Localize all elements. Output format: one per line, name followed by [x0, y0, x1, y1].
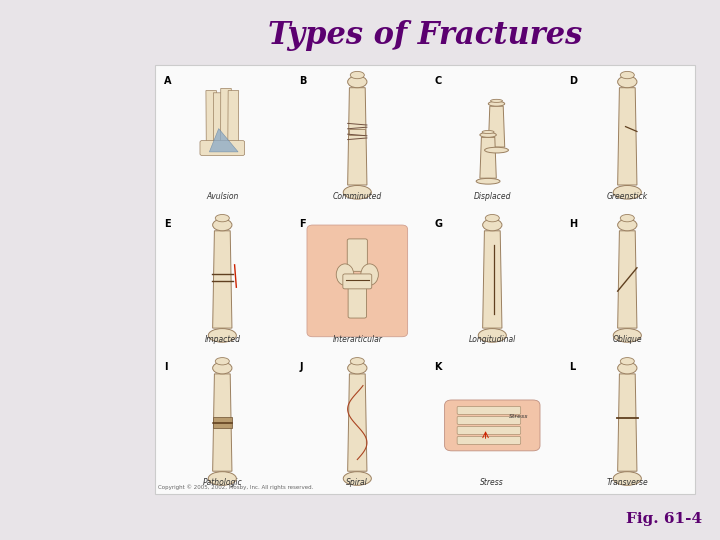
- Polygon shape: [213, 93, 224, 141]
- FancyBboxPatch shape: [155, 65, 695, 494]
- Polygon shape: [618, 231, 637, 328]
- Text: Displaced: Displaced: [474, 192, 511, 201]
- Text: K: K: [434, 362, 442, 373]
- Polygon shape: [212, 374, 232, 471]
- Ellipse shape: [348, 76, 367, 87]
- Ellipse shape: [480, 132, 496, 137]
- Text: J: J: [300, 362, 302, 373]
- Polygon shape: [220, 89, 231, 141]
- Polygon shape: [228, 91, 239, 141]
- Text: C: C: [434, 76, 441, 86]
- Ellipse shape: [621, 71, 634, 79]
- Text: Avulsion: Avulsion: [206, 192, 238, 201]
- Text: L: L: [570, 362, 575, 373]
- Polygon shape: [348, 374, 367, 471]
- Text: F: F: [300, 219, 306, 230]
- Text: Types of Fractures: Types of Fractures: [268, 19, 582, 51]
- Ellipse shape: [215, 357, 229, 365]
- Ellipse shape: [350, 357, 364, 365]
- Polygon shape: [618, 87, 637, 185]
- FancyBboxPatch shape: [457, 436, 521, 444]
- Text: H: H: [570, 219, 577, 230]
- Text: Impacted: Impacted: [204, 335, 240, 344]
- Text: Interarticular: Interarticular: [333, 335, 382, 344]
- Ellipse shape: [348, 362, 367, 374]
- FancyBboxPatch shape: [200, 140, 245, 156]
- Text: A: A: [164, 76, 172, 86]
- Polygon shape: [482, 231, 502, 328]
- Polygon shape: [618, 374, 637, 471]
- Ellipse shape: [343, 186, 372, 199]
- Ellipse shape: [361, 264, 379, 285]
- Ellipse shape: [613, 186, 642, 199]
- Ellipse shape: [482, 219, 502, 231]
- Ellipse shape: [618, 219, 637, 231]
- Polygon shape: [212, 231, 232, 328]
- Ellipse shape: [476, 178, 500, 184]
- Polygon shape: [348, 87, 367, 185]
- Text: Stress: Stress: [508, 414, 528, 420]
- Ellipse shape: [350, 71, 364, 79]
- Ellipse shape: [215, 214, 229, 222]
- Ellipse shape: [618, 76, 637, 87]
- Text: I: I: [164, 362, 168, 373]
- Text: Stress: Stress: [480, 478, 504, 487]
- FancyBboxPatch shape: [347, 239, 367, 271]
- Ellipse shape: [613, 329, 642, 342]
- FancyBboxPatch shape: [212, 417, 232, 428]
- Text: Comminuted: Comminuted: [333, 192, 382, 201]
- Ellipse shape: [618, 362, 637, 374]
- Ellipse shape: [478, 329, 506, 342]
- FancyBboxPatch shape: [307, 225, 408, 337]
- FancyBboxPatch shape: [343, 274, 372, 289]
- Ellipse shape: [208, 329, 236, 342]
- Ellipse shape: [336, 264, 354, 285]
- Text: Greenstick: Greenstick: [607, 192, 648, 201]
- Ellipse shape: [621, 357, 634, 365]
- Ellipse shape: [613, 472, 642, 485]
- Ellipse shape: [212, 362, 232, 374]
- Polygon shape: [206, 91, 217, 141]
- Ellipse shape: [208, 472, 236, 485]
- Ellipse shape: [482, 131, 494, 133]
- Text: Spiral: Spiral: [346, 478, 368, 487]
- FancyBboxPatch shape: [444, 400, 540, 451]
- Text: G: G: [434, 219, 442, 230]
- Text: Transverse: Transverse: [606, 478, 648, 487]
- Text: B: B: [300, 76, 307, 86]
- FancyBboxPatch shape: [348, 286, 366, 318]
- FancyBboxPatch shape: [457, 407, 521, 414]
- Text: Pathologic: Pathologic: [202, 478, 242, 487]
- Text: Fig. 61-4: Fig. 61-4: [626, 512, 702, 526]
- FancyBboxPatch shape: [457, 416, 521, 424]
- Ellipse shape: [343, 472, 372, 485]
- Text: E: E: [164, 219, 171, 230]
- Ellipse shape: [488, 102, 505, 106]
- FancyBboxPatch shape: [349, 129, 365, 136]
- Ellipse shape: [621, 214, 634, 222]
- Text: Longitudinal: Longitudinal: [469, 335, 516, 344]
- Polygon shape: [210, 129, 238, 152]
- Text: Copyright © 2005, 2002, Mosby, Inc. All rights reserved.: Copyright © 2005, 2002, Mosby, Inc. All …: [158, 484, 314, 490]
- Ellipse shape: [212, 219, 232, 231]
- Text: Oblique: Oblique: [613, 335, 642, 344]
- Ellipse shape: [490, 99, 503, 103]
- FancyBboxPatch shape: [457, 427, 521, 434]
- Polygon shape: [480, 137, 496, 178]
- Ellipse shape: [485, 214, 499, 222]
- Ellipse shape: [485, 147, 508, 153]
- Text: D: D: [570, 76, 577, 86]
- Polygon shape: [488, 106, 505, 147]
